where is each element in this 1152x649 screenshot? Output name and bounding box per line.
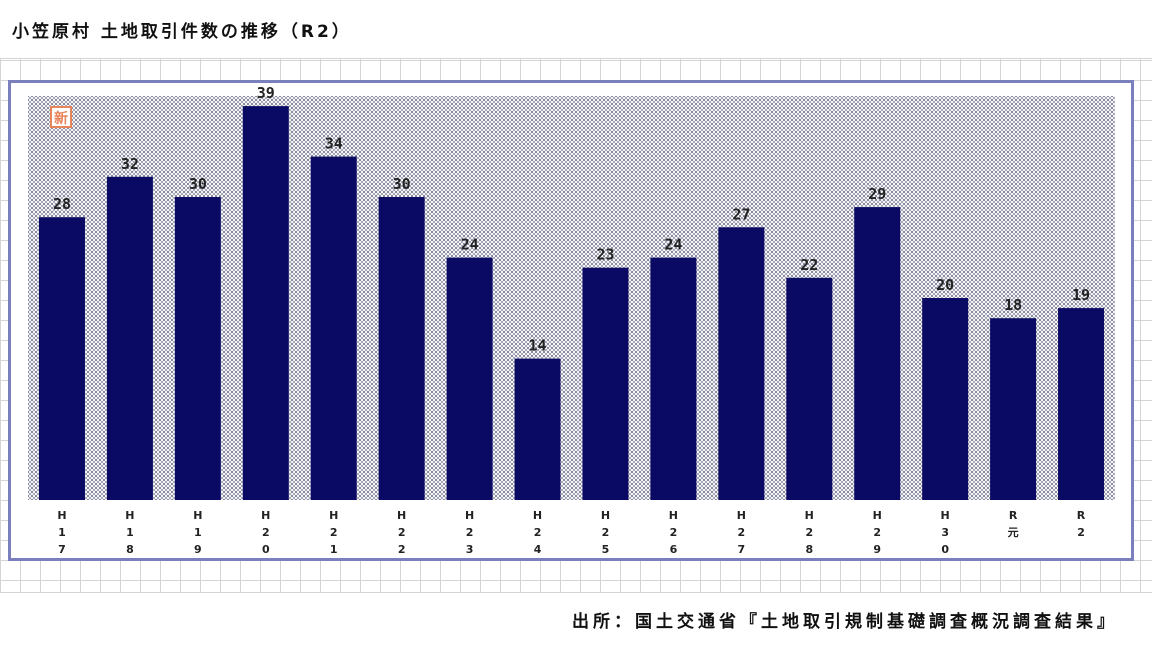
x-axis-tick-labels: H 1 7 H 1 8 H 1 9 H 2 0 H 2 1 H 2 2 H 2 3 H 2 4 H 2 5 H 2 6 H 2 7 H 2 8 H 2 9 H… [57, 509, 1085, 556]
bar-H17 [38, 217, 85, 500]
bar-R2 [1058, 308, 1105, 500]
footer-band: 出所：国土交通省『土地取引規制基礎調査概況調査結果』 [0, 592, 1152, 649]
new-badge-label: 新 [54, 110, 68, 127]
value-label-H27: 27 [732, 205, 750, 223]
value-label-H25: 23 [596, 246, 614, 264]
value-label-H22: 30 [393, 175, 411, 193]
bar-H24 [514, 358, 561, 500]
value-label-H24: 14 [529, 337, 547, 355]
value-label-H28: 22 [800, 256, 818, 274]
value-label-H30: 20 [936, 276, 954, 294]
bar-H20 [242, 106, 289, 500]
bar-H30 [922, 298, 969, 500]
bar-H21 [310, 156, 357, 500]
value-label-R2: 19 [1072, 286, 1090, 304]
value-label-H21: 34 [325, 135, 343, 153]
value-label-H17: 28 [53, 195, 71, 213]
value-label-H23: 24 [461, 236, 479, 254]
value-label-H18: 32 [121, 155, 139, 173]
value-label-H19: 30 [189, 175, 207, 193]
value-label-H26: 24 [664, 236, 682, 254]
bars [38, 106, 1105, 501]
bar-H25 [582, 267, 629, 500]
bar-H29 [854, 207, 901, 500]
bar-H19 [174, 197, 221, 500]
bar-H26 [650, 257, 697, 500]
bar-H18 [106, 176, 153, 501]
value-label-R元: 18 [1004, 296, 1022, 314]
bar-H22 [378, 197, 425, 500]
bar-H28 [786, 277, 833, 500]
source-note: 出所：国土交通省『土地取引規制基礎調査概況調査結果』 [572, 612, 1118, 632]
title-band: 小笠原村 土地取引件数の推移（R2） [0, 0, 1152, 59]
bar-H23 [446, 257, 493, 500]
new-badge: 新 [50, 106, 72, 128]
value-label-H20: 39 [257, 84, 275, 102]
bar-R元 [990, 318, 1037, 500]
value-labels: 28 32 30 39 34 30 24 14 23 24 27 22 29 20 18 19 [53, 84, 1090, 355]
page-title: 小笠原村 土地取引件数の推移（R2） [12, 22, 352, 42]
value-label-H29: 29 [868, 185, 886, 203]
bar-H27 [718, 227, 765, 501]
